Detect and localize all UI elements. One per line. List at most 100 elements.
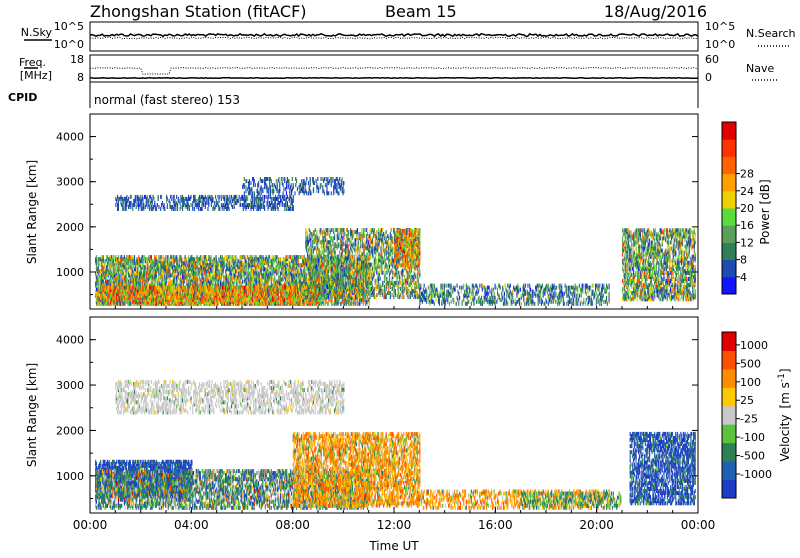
echo-cell bbox=[186, 257, 187, 261]
echo-cell bbox=[235, 255, 236, 259]
echo-cell bbox=[185, 263, 186, 267]
echo-cell bbox=[237, 282, 238, 286]
echo-cell bbox=[246, 267, 247, 271]
echo-cell bbox=[124, 255, 125, 259]
echo-cell bbox=[268, 259, 269, 263]
echo-cell bbox=[290, 255, 291, 259]
freq-left-tick-top: 18 bbox=[70, 53, 84, 66]
echo-cell bbox=[174, 292, 175, 296]
echo-cell bbox=[271, 280, 272, 284]
echo-cell bbox=[218, 282, 219, 286]
echo-cell bbox=[290, 265, 291, 269]
echo-cell bbox=[268, 282, 269, 286]
echo-cell bbox=[219, 271, 220, 275]
echo-cell bbox=[289, 261, 290, 265]
echo-cell bbox=[283, 271, 284, 275]
echo-cell bbox=[211, 280, 212, 284]
echo-cell bbox=[145, 265, 146, 269]
echo-cell bbox=[261, 255, 262, 259]
echo-cell bbox=[146, 257, 147, 261]
echo-cell bbox=[226, 273, 227, 277]
echo-cell bbox=[155, 280, 156, 284]
echo-cell bbox=[151, 255, 152, 259]
station-title: Zhongshan Station (fitACF) bbox=[90, 2, 307, 21]
noise-search-series bbox=[90, 37, 698, 38]
echo-cell bbox=[269, 255, 270, 259]
echo-cell bbox=[189, 263, 190, 267]
echo-cell bbox=[134, 255, 135, 259]
echo-cell bbox=[171, 261, 172, 265]
echo-cell bbox=[363, 302, 364, 306]
echo-cell bbox=[114, 255, 115, 259]
echo-cell bbox=[245, 271, 246, 275]
echo-cell bbox=[133, 286, 134, 290]
noise-sky-label: N.Sky bbox=[21, 26, 53, 39]
echo-cell bbox=[222, 255, 223, 259]
echo-cell bbox=[137, 267, 138, 271]
echo-cell bbox=[206, 273, 207, 277]
echo-cell bbox=[302, 255, 303, 259]
echo-cell bbox=[163, 255, 164, 259]
echo-cell bbox=[132, 300, 133, 304]
noise-left-tick-top: 10^5 bbox=[54, 20, 84, 33]
echo-cell bbox=[173, 255, 174, 259]
echo-cell bbox=[177, 280, 178, 284]
echo-cell bbox=[120, 273, 121, 277]
freq-right-tick-top: 60 bbox=[705, 53, 719, 66]
echo-cell bbox=[242, 280, 243, 284]
frequency-panel: Freq. [MHz] 18 8 60 0 Nave bbox=[19, 53, 778, 84]
echo-cell bbox=[132, 255, 133, 259]
echo-cell bbox=[115, 267, 116, 271]
echo-cell bbox=[326, 300, 327, 304]
echo-cell bbox=[305, 267, 306, 271]
echo-cell bbox=[158, 282, 159, 286]
echo-cell bbox=[276, 259, 277, 263]
cpid-text: normal (fast stereo) 153 bbox=[94, 93, 240, 107]
echo-cell bbox=[162, 278, 163, 282]
echo-cell bbox=[218, 263, 219, 267]
echo-cell bbox=[286, 267, 287, 271]
echo-cell bbox=[161, 255, 162, 259]
echo-cell bbox=[273, 255, 274, 259]
echo-cell bbox=[185, 255, 186, 259]
echo-cell bbox=[120, 278, 121, 282]
echo-cell bbox=[179, 286, 180, 290]
echo-cell bbox=[118, 255, 119, 259]
echo-cell bbox=[212, 267, 213, 271]
echo-cell bbox=[234, 255, 235, 259]
echo-cell bbox=[130, 298, 131, 302]
echo-cell bbox=[98, 286, 99, 290]
echo-cell bbox=[246, 261, 247, 265]
echo-cell bbox=[280, 257, 281, 261]
echo-cell bbox=[174, 275, 175, 279]
echo-cell bbox=[301, 269, 302, 273]
cpid-panel: CPID normal (fast stereo) 153 bbox=[8, 82, 698, 108]
echo-cell bbox=[245, 255, 246, 259]
echo-cell bbox=[204, 282, 205, 286]
echo-cell bbox=[359, 302, 360, 306]
echo-cell bbox=[287, 263, 288, 267]
echo-cell bbox=[200, 261, 201, 265]
date-label: 18/Aug/2016 bbox=[604, 2, 707, 21]
echo-cell bbox=[299, 269, 300, 273]
echo-cell bbox=[199, 273, 200, 277]
echo-cell bbox=[261, 265, 262, 269]
nave-series bbox=[90, 68, 698, 75]
echo-cell bbox=[179, 263, 180, 267]
echo-cell bbox=[167, 259, 168, 263]
echo-cell bbox=[158, 269, 159, 273]
freq-label: Freq. bbox=[19, 56, 46, 69]
echo-cell bbox=[177, 257, 178, 261]
noise-search-label: N.Search bbox=[746, 27, 796, 40]
echo-cell bbox=[197, 278, 198, 282]
echo-cell bbox=[206, 255, 207, 259]
echo-cell bbox=[98, 265, 99, 269]
echo-cell bbox=[221, 275, 222, 279]
echo-cell bbox=[103, 255, 104, 259]
echo-cell bbox=[223, 280, 224, 284]
freq-series bbox=[90, 78, 698, 79]
echo-cell bbox=[156, 255, 157, 259]
freq-right-tick-bottom: 0 bbox=[705, 71, 712, 84]
